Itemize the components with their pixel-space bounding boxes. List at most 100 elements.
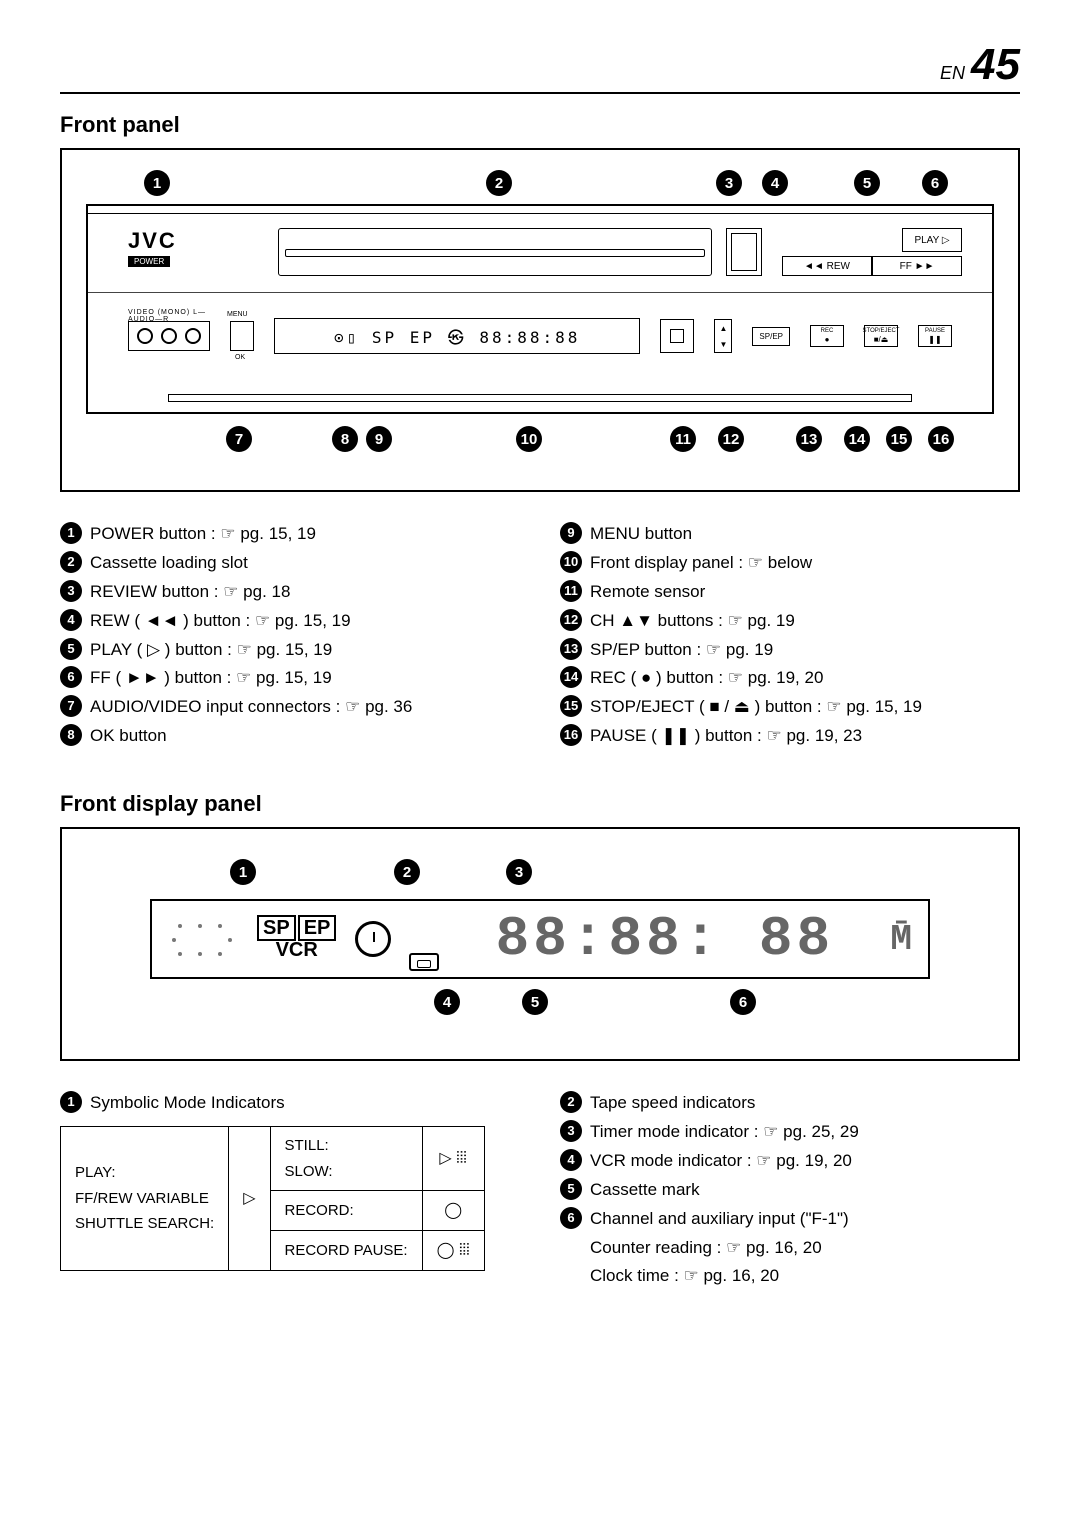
- legend-item: 8 OK button: [60, 722, 520, 751]
- callout-badge: 16: [928, 426, 954, 452]
- legend-item: 5PLAY ( ▷ ) button : ☞ pg. 15, 19: [60, 636, 520, 665]
- callout-badge: 15: [560, 695, 582, 717]
- legend-text: MENU button: [590, 520, 692, 549]
- legend-text: Cassette mark: [590, 1176, 700, 1205]
- callout-badge: 8: [60, 724, 82, 746]
- legend-text: STOP/EJECT ( ■ / ⏏ ) button : ☞ pg. 15, …: [590, 693, 922, 722]
- play-button-illus: PLAY ▷: [902, 228, 962, 252]
- rec-button-illus: REC●: [810, 325, 844, 347]
- en-label: EN: [940, 63, 965, 84]
- legend-item: 4 REW ( ◄◄ ) button : ☞ pg. 15, 19: [60, 607, 520, 636]
- pause-button-illus: PAUSE❚❚: [918, 325, 952, 347]
- av-jacks: [128, 321, 210, 351]
- m-indicator: M̄: [890, 919, 912, 960]
- legend-text: OK button: [90, 722, 167, 751]
- callout-badge: 3: [560, 1120, 582, 1142]
- legend-item: 13 SP/EP button : ☞ pg. 19: [560, 636, 1020, 665]
- callout-badge: 16: [560, 724, 582, 746]
- legend-text: Remote sensor: [590, 578, 705, 607]
- callout-badge: 1: [60, 522, 82, 544]
- legend-text: SP/EP button : ☞ pg. 19: [590, 636, 773, 665]
- legend-text: Tape speed indicators: [590, 1089, 755, 1118]
- legend-item: 3 Timer mode indicator : ☞ pg. 25, 29: [560, 1118, 1020, 1147]
- callout-badge: 10: [516, 426, 542, 452]
- callout-badge: 6: [922, 170, 948, 196]
- callout-badge: 5: [854, 170, 880, 196]
- remote-sensor-illus: [660, 319, 694, 353]
- legend-item: 2 Tape speed indicators: [560, 1089, 1020, 1118]
- legend-text: REVIEW button : ☞ pg. 18: [90, 578, 290, 607]
- review-button-illus: [726, 228, 762, 276]
- table-cell: ◯: [422, 1191, 484, 1231]
- spep-button-illus: SP/EP: [752, 327, 790, 346]
- stop-eject-button-illus: STOP/EJECT■/⏏: [864, 325, 898, 347]
- legend-text: REW ( ◄◄ ) button : ☞ pg. 15, 19: [90, 607, 351, 636]
- legend-item: 10Front display panel : ☞ below: [560, 549, 1020, 578]
- callout-badge: 4: [434, 989, 460, 1015]
- callout-badge: 3: [60, 580, 82, 602]
- front-display-illus: ⊙▯ SP EP ㉿ 88:88:88: [274, 318, 640, 354]
- legend-text: PLAY ( ▷ ) button : ☞ pg. 15, 19: [90, 636, 332, 665]
- legend-item: 1POWER button : ☞ pg. 15, 19: [60, 520, 520, 549]
- front-panel-title: Front panel: [60, 112, 1020, 138]
- ch-buttons-illus: ▲▼: [714, 319, 732, 353]
- callout-badge: 13: [560, 638, 582, 660]
- callout-badge: 4: [560, 1149, 582, 1171]
- callout-badge: 11: [560, 580, 582, 602]
- callout-badge: 11: [670, 426, 696, 452]
- callout-badge: 2: [560, 1091, 582, 1113]
- callout-badge: 3: [716, 170, 742, 196]
- front-display-diagram: 123 SPEP VCR 88:88: 88 M̄ 456: [60, 827, 1020, 1061]
- jacks-label: VIDEO (MONO) L—AUDIO—R: [128, 309, 210, 323]
- legend-text: Timer mode indicator : ☞ pg. 25, 29: [590, 1118, 859, 1147]
- legend-item: 3 REVIEW button : ☞ pg. 18: [60, 578, 520, 607]
- callout-badge: 5: [522, 989, 548, 1015]
- table-cell: PLAY: FF/REW VARIABLE SHUTTLE SEARCH:: [61, 1127, 229, 1271]
- callout-badge: 9: [560, 522, 582, 544]
- callout-badge: 9: [366, 426, 392, 452]
- legend-item: 16PAUSE ( ❚❚ ) button : ☞ pg. 19, 23: [560, 722, 1020, 751]
- legend-text: Front display panel : ☞ below: [590, 549, 812, 578]
- legend-text: Cassette loading slot: [90, 549, 248, 578]
- callout-badge: 12: [718, 426, 744, 452]
- power-label: POWER: [128, 256, 170, 267]
- front-panel-legend: 1POWER button : ☞ pg. 15, 192 Cassette lo…: [60, 520, 1020, 751]
- callout-badge: 6: [560, 1207, 582, 1229]
- page-header: EN 45: [60, 40, 1020, 94]
- ff-button-illus: FF ►►: [872, 256, 962, 276]
- mode-indicator-dots: [168, 914, 238, 964]
- callout-badge: 4: [60, 609, 82, 631]
- mode-indicators-table: PLAY: FF/REW VARIABLE SHUTTLE SEARCH: ▷ …: [60, 1126, 485, 1271]
- legend-text: AUDIO/VIDEO input connectors : ☞ pg. 36: [90, 693, 412, 722]
- callout-badge: 2: [60, 551, 82, 573]
- callout-badge: 1: [144, 170, 170, 196]
- legend-text: REC ( ● ) button : ☞ pg. 19, 20: [590, 664, 823, 693]
- legend-item: 6Channel and auxiliary input ("F-1") Cou…: [560, 1205, 1020, 1292]
- cassette-mark-icon: [409, 953, 439, 971]
- callout-badge: 6: [730, 989, 756, 1015]
- callout-badge: 14: [844, 426, 870, 452]
- seven-segment: 88:88: 88: [457, 907, 872, 971]
- display-panel-illus: SPEP VCR 88:88: 88 M̄: [150, 899, 930, 979]
- table-cell: ▷: [229, 1127, 270, 1271]
- legend-text: CH ▲▼ buttons : ☞ pg. 19: [590, 607, 795, 636]
- legend-item: 2 Cassette loading slot: [60, 549, 520, 578]
- callout-badge: 2: [486, 170, 512, 196]
- legend-text: FF ( ►► ) button : ☞ pg. 15, 19: [90, 664, 332, 693]
- display-panel-legend: 1 Symbolic Mode Indicators PLAY: FF/REW …: [60, 1089, 1020, 1291]
- timer-icon: [355, 921, 391, 957]
- vcr-illustration: JVC POWER PLAY ▷ ◄◄ REW FF ►► VIDEO (MON…: [86, 204, 994, 414]
- callout-badge: 13: [796, 426, 822, 452]
- legend-item: 6 FF ( ►► ) button : ☞ pg. 15, 19: [60, 664, 520, 693]
- legend-item: 4VCR mode indicator : ☞ pg. 19, 20: [560, 1147, 1020, 1176]
- callout-badge: 8: [332, 426, 358, 452]
- callout-badge: 3: [506, 859, 532, 885]
- callout-badge: 4: [762, 170, 788, 196]
- table-cell: ▷ ⦙⦙⦙: [422, 1127, 484, 1191]
- callout-badge: 15: [886, 426, 912, 452]
- callout-badge: 7: [226, 426, 252, 452]
- front-display-title: Front display panel: [60, 791, 1020, 817]
- callout-badge: 7: [60, 695, 82, 717]
- callout-badge: 6: [60, 666, 82, 688]
- sp-ep-vcr-indicator: SPEP VCR: [256, 918, 337, 960]
